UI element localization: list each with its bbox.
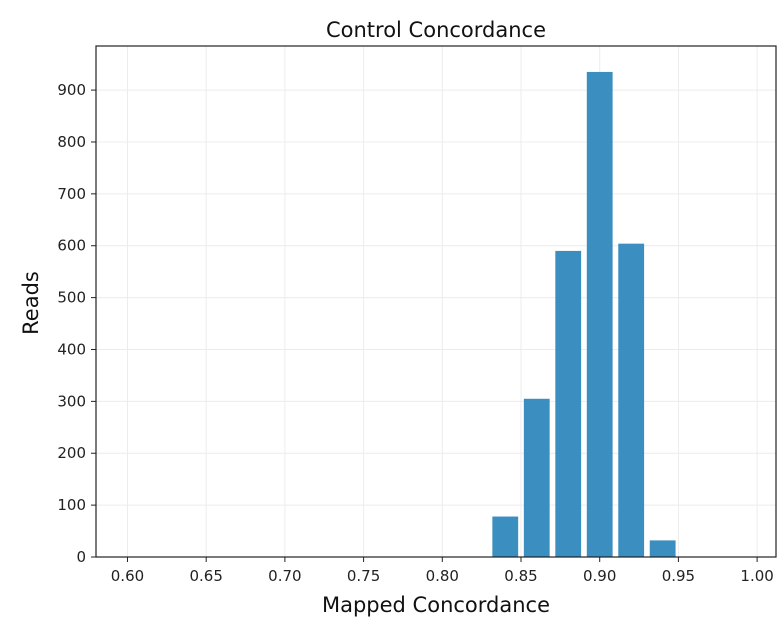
histogram-bar: [586, 71, 613, 557]
y-axis-ticks: 0 100 200 300 400 500 600 700 800 900: [57, 81, 96, 566]
x-tick-label: 0.85: [504, 567, 537, 585]
y-tick-label: 600: [57, 237, 86, 255]
x-axis-title: Mapped Concordance: [322, 593, 550, 617]
plot-frame: [95, 45, 777, 558]
y-tick-label: 300: [57, 392, 86, 410]
histogram-bar: [555, 250, 582, 558]
x-tick-label: 0.80: [426, 567, 459, 585]
x-tick-label: 1.00: [740, 567, 773, 585]
x-tick-label: 0.75: [347, 567, 380, 585]
x-tick-label: 0.90: [583, 567, 616, 585]
y-tick-label: 100: [57, 496, 86, 514]
y-tick-label: 800: [57, 133, 86, 151]
grid-lines: [96, 46, 776, 558]
x-tick-label: 0.70: [268, 567, 301, 585]
x-axis-ticks: 0.60 0.65 0.70 0.75 0.80 0.85 0.90 0.95 1.00: [111, 557, 774, 585]
chart-title: Control Concordance: [326, 18, 546, 42]
histogram-bar: [492, 516, 519, 557]
histogram-bar: [618, 243, 645, 558]
x-tick-label: 0.60: [111, 567, 144, 585]
y-tick-label: 900: [57, 81, 86, 99]
x-tick-label: 0.65: [189, 567, 222, 585]
y-tick-label: 700: [57, 185, 86, 203]
histogram-bar: [649, 540, 676, 557]
bars: [492, 71, 676, 558]
x-tick-label: 0.95: [662, 567, 695, 585]
y-tick-label: 0: [76, 548, 86, 566]
histogram-bar: [523, 398, 550, 557]
y-axis-title: Reads: [19, 271, 43, 335]
y-tick-label: 400: [57, 340, 86, 358]
y-tick-label: 500: [57, 289, 86, 307]
y-tick-label: 200: [57, 444, 86, 462]
